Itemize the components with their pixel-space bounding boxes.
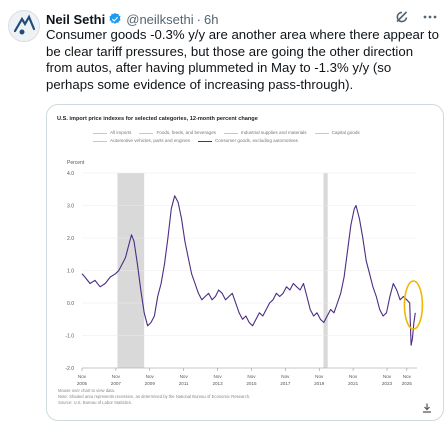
x-tick-label-year: 2011: [179, 381, 189, 385]
y-axis-label: Percent: [67, 160, 85, 166]
series-line-consumer-goods: [81, 195, 416, 346]
legend-item: Industrial supplies and materials: [223, 129, 307, 137]
x-tick-label-year: 2013: [212, 381, 223, 385]
x-tick-label-year: 2025: [402, 381, 413, 385]
y-tick-label: 2.0: [67, 236, 74, 242]
x-tick-label-month: Nov: [180, 374, 189, 379]
chart-title: U.S. import price indexes for selected c…: [57, 116, 258, 122]
x-tick-label-month: Nov: [213, 374, 222, 379]
verified-badge-icon: [109, 12, 121, 24]
legend-item: Foods, feeds, and beverages: [139, 129, 216, 137]
legend-item: Capital goods: [314, 129, 360, 137]
legend-row-2: Automotive vehicles, parts and engines C…: [93, 137, 368, 145]
x-tick-label-month: Nov: [247, 374, 256, 379]
chart-legend: All imports Foods, feeds, and beverages …: [93, 129, 368, 145]
legend-swatch: [93, 140, 107, 142]
line-chart: Percent 4.0 3.0 2.0 1.0 0.0 -1.0 -2.0 Nov 2005 Nov…: [65, 160, 424, 385]
x-tick-label-year: 2005: [77, 381, 88, 385]
chart-notes: Mouse over chart to view data. Note: Sha…: [58, 388, 250, 407]
legend-swatch: [314, 132, 329, 134]
x-tick-label-month: Nov: [403, 374, 412, 379]
y-tick-label: -2.0: [65, 366, 74, 372]
grok-icon[interactable]: [394, 9, 410, 25]
separator: ·: [196, 11, 201, 27]
x-tick-label-month: Nov: [349, 374, 358, 379]
more-icon[interactable]: [422, 9, 438, 25]
download-icon[interactable]: [421, 402, 433, 414]
legend-label: Industrial supplies and materials: [240, 130, 307, 135]
x-tick-label-month: Nov: [315, 374, 324, 379]
x-tick-label-year: 2019: [314, 381, 325, 385]
x-tick-label-month: Nov: [281, 374, 290, 379]
y-tick-label: 4.0: [67, 171, 74, 177]
x-tick-label-year: 2009: [145, 381, 156, 385]
author-name[interactable]: Neil Sethi: [46, 11, 106, 27]
legend-label: Capital goods: [331, 130, 360, 135]
legend-item: Automotive vehicles, parts and engines: [93, 137, 190, 145]
legend-label: Foods, feeds, and beverages: [156, 130, 216, 135]
y-tick-label: -1.0: [65, 333, 74, 339]
author-handle[interactable]: @neilksethi: [126, 11, 194, 27]
legend-swatch: [223, 132, 238, 134]
legend-label: All imports: [110, 130, 132, 135]
tweet-time[interactable]: 6h: [204, 11, 219, 27]
legend-label: Automotive vehicles, parts and engines: [110, 138, 190, 143]
x-tick-label-year: 2015: [246, 381, 257, 385]
tweet-header: Neil Sethi @neilksethi · 6h: [46, 9, 438, 29]
legend-item: Consumer goods, excluding automotives: [197, 137, 298, 145]
x-tick-label-month: Nov: [112, 374, 121, 379]
chart-image-card[interactable]: U.S. import price indexes for selected c…: [46, 104, 444, 421]
chart-note: Note: Shaded area represents recession, …: [58, 394, 251, 400]
legend-swatch-main: [197, 140, 212, 142]
avatar-logo-icon: [13, 14, 36, 35]
legend-swatch: [93, 132, 107, 134]
y-tick-label: 0.0: [67, 301, 74, 307]
legend-item: All imports: [93, 129, 131, 137]
legend-label: Consumer goods, excluding automotives: [214, 138, 298, 143]
x-tick-label-month: Nov: [146, 374, 155, 379]
x-tick-label-year: 2021: [348, 381, 359, 385]
x-tick-label-year: 2017: [280, 381, 291, 385]
tweet-text: Consumer goods -0.3% y/y are another are…: [46, 27, 439, 92]
chart-note: Source: U.S. Bureau of Labor Statistics.: [58, 400, 133, 406]
y-tick-label: 3.0: [67, 203, 74, 209]
x-tick-label-month: Nov: [78, 374, 87, 379]
y-tick-label: 1.0: [67, 268, 74, 274]
x-tick-label-year: 2023: [382, 381, 393, 385]
legend-swatch: [139, 132, 154, 134]
x-tick-label-year: 2007: [111, 381, 122, 385]
avatar[interactable]: [8, 10, 40, 42]
x-tick-label-month: Nov: [383, 374, 392, 379]
highlight-ellipse: [403, 280, 424, 330]
chart-note: Mouse over chart to view data.: [58, 388, 116, 393]
legend-row-1: All imports Foods, feeds, and beverages …: [93, 129, 368, 137]
